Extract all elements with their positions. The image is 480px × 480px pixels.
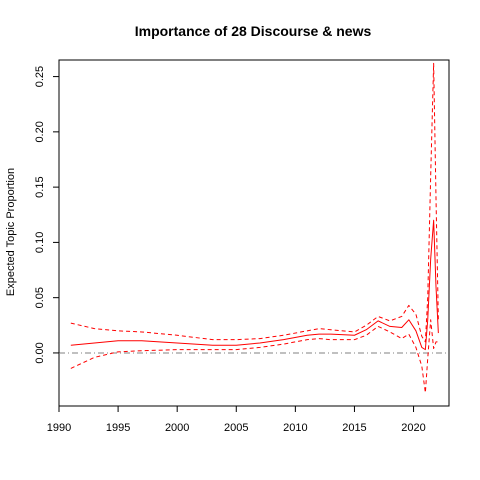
y-tick-label: 0.15 bbox=[34, 176, 46, 197]
plot-area-frame bbox=[58, 59, 450, 407]
x-tick-label: 2020 bbox=[401, 422, 425, 434]
chart-title: Importance of 28 Discourse & news bbox=[135, 23, 372, 39]
series-line-lower-bound bbox=[70, 319, 439, 394]
x-tick-label: 2000 bbox=[165, 422, 189, 434]
x-tick-label: 2005 bbox=[224, 422, 248, 434]
x-tick-label: 2015 bbox=[342, 422, 366, 434]
x-tick-label: 1995 bbox=[106, 422, 130, 434]
series-line-estimate bbox=[70, 219, 439, 351]
y-tick-label: 0.05 bbox=[34, 287, 46, 308]
x-tick-label: 2010 bbox=[283, 422, 307, 434]
series-line-upper-bound bbox=[70, 62, 439, 343]
y-tick-label: 0.10 bbox=[34, 232, 46, 253]
series-layer bbox=[70, 62, 439, 394]
x-tick-label: 1990 bbox=[47, 422, 71, 434]
y-tick-label: 0.25 bbox=[34, 66, 46, 87]
y-tick-label: 0.00 bbox=[34, 342, 46, 363]
y-axis-label: Expected Topic Proportion bbox=[5, 168, 17, 296]
y-axis: 0.00 0.05 0.10 0.15 0.20 0.25 bbox=[34, 66, 60, 364]
x-axis: 1990 1995 2000 2005 2010 2015 2020 bbox=[47, 405, 426, 434]
y-tick-label: 0.20 bbox=[34, 121, 46, 142]
